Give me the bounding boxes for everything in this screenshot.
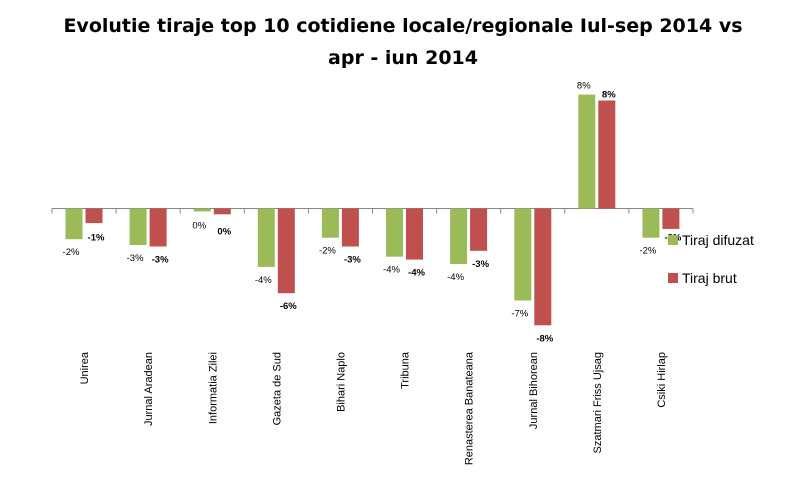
category-label: Csiki Hirlap xyxy=(656,352,668,408)
legend-label: Tiraj brut xyxy=(682,270,737,286)
data-label: -2% xyxy=(639,246,656,257)
data-label: -8% xyxy=(536,333,553,344)
category-label: Tribuna xyxy=(400,351,412,389)
bar-difuzat xyxy=(642,208,660,238)
bar-difuzat xyxy=(321,208,339,238)
data-label: -2% xyxy=(319,246,336,257)
bar-brut xyxy=(85,208,103,224)
data-label: -6% xyxy=(280,301,297,312)
bar-difuzat xyxy=(450,208,468,264)
bar-brut xyxy=(662,208,680,229)
bar-difuzat xyxy=(386,208,403,257)
category-label: Jurnal Aradean xyxy=(143,352,155,426)
legend-swatch xyxy=(668,273,678,283)
category-label: Unirea xyxy=(79,351,91,384)
legend-swatch xyxy=(668,235,678,245)
data-label: -3% xyxy=(152,255,169,266)
data-label: -3% xyxy=(472,259,489,270)
data-label: 8% xyxy=(602,90,616,101)
data-label: 0% xyxy=(217,227,231,238)
bar-brut xyxy=(534,208,552,326)
bar-difuzat xyxy=(65,208,83,240)
data-label: -3% xyxy=(344,255,361,266)
data-label: -2% xyxy=(63,247,80,258)
data-label: -4% xyxy=(408,268,425,279)
data-label: -4% xyxy=(447,272,464,283)
bar-brut xyxy=(213,208,231,215)
data-label: -4% xyxy=(383,265,400,276)
category-label: Bihari Naplo xyxy=(335,352,347,412)
bar-brut xyxy=(598,100,616,209)
data-label: -1% xyxy=(88,233,105,244)
bar-difuzat xyxy=(129,208,147,245)
category-label: Szatmari Friss Ujsag xyxy=(592,352,604,453)
category-label: Informatia Zilei xyxy=(207,352,219,424)
category-label: Renasterea Banateana xyxy=(464,351,476,465)
data-label: 0% xyxy=(192,221,206,232)
bar-brut xyxy=(341,208,359,247)
category-labels-layer: Unirea Jurnal Aradean Informatia Zilei Gaze… xyxy=(51,208,694,465)
data-label: -4% xyxy=(255,275,272,286)
data-label: 8% xyxy=(577,81,591,92)
bar-difuzat xyxy=(193,208,211,212)
legend: Tiraj difuzat Tiraj brut xyxy=(668,232,754,286)
bar-difuzat xyxy=(578,94,596,209)
bar-difuzat xyxy=(257,208,275,267)
data-label: -7% xyxy=(511,309,528,320)
bar-difuzat xyxy=(514,208,532,301)
chart-title: Evolutie tiraje top 10 cotidiene locale/… xyxy=(63,15,743,69)
category-label: Jurnal Bihorean xyxy=(528,352,540,429)
data-label: -3% xyxy=(127,253,144,264)
legend-label: Tiraj difuzat xyxy=(682,232,754,248)
bar-brut xyxy=(406,208,423,260)
bar-brut xyxy=(277,208,295,294)
data-labels-layer: -2% -1% -3% -3% 0% 0% -4% -6% -2% -3% -4% -4% -4% -3%… xyxy=(63,81,682,345)
category-label: Gazeta de Sud xyxy=(271,352,283,425)
bar-brut xyxy=(470,208,488,251)
bar-brut xyxy=(149,208,167,247)
bars-layer xyxy=(65,94,680,326)
